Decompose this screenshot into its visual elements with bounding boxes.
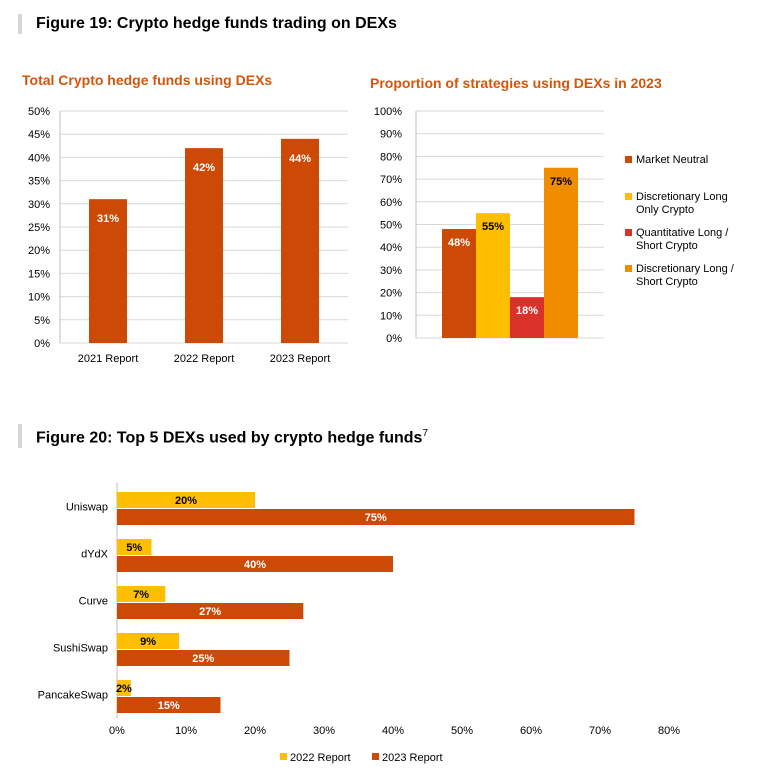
bar	[476, 213, 510, 338]
data-label: 5%	[126, 542, 142, 554]
data-label: 40%	[244, 559, 266, 571]
legend-label: Quantitative Long /	[636, 227, 729, 239]
data-label: 55%	[482, 221, 504, 233]
data-label: 75%	[365, 512, 387, 524]
y-tick-label: 20%	[380, 288, 402, 300]
y-tick-label: 25%	[28, 222, 50, 234]
data-label: 20%	[175, 495, 197, 507]
legend-label: Discretionary Long /	[636, 263, 735, 275]
data-label: 25%	[192, 653, 214, 665]
legend-label: Short Crypto	[636, 240, 698, 252]
figure-20-title: Figure 20: Top 5 DEXs used by crypto hed…	[18, 424, 428, 449]
legend-swatch	[625, 193, 632, 200]
chart-title: Proportion of strategies using DEXs in 2…	[370, 75, 662, 91]
y-tick-label: 0%	[386, 333, 402, 345]
bar	[117, 539, 152, 555]
legend-label: Only Crypto	[636, 204, 694, 216]
legend-label: Short Crypto	[636, 276, 698, 288]
x-tick-label: 30%	[313, 725, 335, 737]
y-tick-label: 80%	[380, 151, 402, 163]
data-label: 42%	[193, 162, 215, 174]
y-tick-label: 15%	[28, 268, 50, 280]
bar	[185, 148, 223, 343]
bar	[117, 697, 221, 713]
x-tick-label: 50%	[451, 725, 473, 737]
y-tick-label: 30%	[380, 265, 402, 277]
y-tick-label: 90%	[380, 129, 402, 141]
data-label: 27%	[199, 606, 221, 618]
x-tick-label: 60%	[520, 725, 542, 737]
bar	[281, 138, 319, 343]
data-label: 15%	[158, 700, 180, 712]
figure-19-title-text: Figure 19: Crypto hedge funds trading on…	[36, 15, 397, 32]
bar	[117, 633, 180, 649]
bar	[117, 492, 255, 508]
y-tick-label: 0%	[34, 338, 50, 350]
data-label: 18%	[516, 305, 538, 317]
legend-swatch	[625, 156, 632, 163]
bar	[544, 167, 578, 338]
category-label: SushiSwap	[53, 643, 108, 655]
x-tick-label: 70%	[589, 725, 611, 737]
figure-19-title: Figure 19: Crypto hedge funds trading on…	[18, 14, 397, 34]
legend-swatch	[372, 753, 379, 760]
y-tick-label: 50%	[380, 220, 402, 232]
chart-title: Total Crypto hedge funds using DEXs	[22, 72, 272, 88]
category-label: dYdX	[81, 549, 109, 561]
y-tick-label: 100%	[374, 106, 402, 118]
data-label: 44%	[289, 153, 311, 165]
bar	[442, 229, 476, 338]
y-tick-label: 60%	[380, 197, 402, 209]
y-tick-label: 10%	[28, 292, 50, 304]
category-label: Uniswap	[66, 502, 108, 514]
legend-label: 2023 Report	[382, 752, 443, 764]
data-label: 2%	[116, 683, 132, 695]
bar	[117, 650, 290, 666]
y-tick-label: 40%	[28, 152, 50, 164]
x-tick-label: 0%	[109, 725, 125, 737]
bar	[117, 509, 635, 525]
y-tick-label: 45%	[28, 129, 50, 141]
legend-label: Discretionary Long	[636, 191, 728, 203]
footnote-marker: 7	[422, 428, 428, 439]
data-label: 9%	[140, 636, 156, 648]
data-label: 75%	[550, 176, 572, 188]
bar	[117, 603, 304, 619]
x-tick-label: 2022 Report	[174, 353, 235, 365]
bar	[117, 556, 393, 572]
bar	[89, 199, 127, 343]
x-tick-label: 20%	[244, 725, 266, 737]
x-tick-label: 40%	[382, 725, 404, 737]
y-tick-label: 50%	[28, 106, 50, 118]
figure-20-title-text: Figure 20: Top 5 DEXs used by crypto hed…	[36, 429, 423, 447]
x-tick-label: 2023 Report	[270, 353, 331, 365]
data-label: 31%	[97, 213, 119, 225]
legend-label: 2022 Report	[290, 752, 351, 764]
y-tick-label: 30%	[28, 199, 50, 211]
y-tick-label: 70%	[380, 174, 402, 186]
x-tick-label: 2021 Report	[78, 353, 139, 365]
legend-swatch	[280, 753, 287, 760]
data-label: 48%	[448, 237, 470, 249]
y-tick-label: 20%	[28, 245, 50, 257]
legend-swatch	[625, 265, 632, 272]
legend-swatch	[625, 229, 632, 236]
y-tick-label: 5%	[34, 315, 50, 327]
legend-label: Market Neutral	[636, 154, 708, 166]
x-tick-label: 80%	[658, 725, 680, 737]
y-tick-label: 40%	[380, 242, 402, 254]
bar	[117, 680, 131, 696]
category-label: PancakeSwap	[38, 690, 108, 702]
data-label: 7%	[133, 589, 149, 601]
y-tick-label: 35%	[28, 176, 50, 188]
bar	[510, 297, 544, 338]
y-tick-label: 10%	[380, 310, 402, 322]
bar	[117, 586, 166, 602]
x-tick-label: 10%	[175, 725, 197, 737]
category-label: Curve	[79, 596, 108, 608]
